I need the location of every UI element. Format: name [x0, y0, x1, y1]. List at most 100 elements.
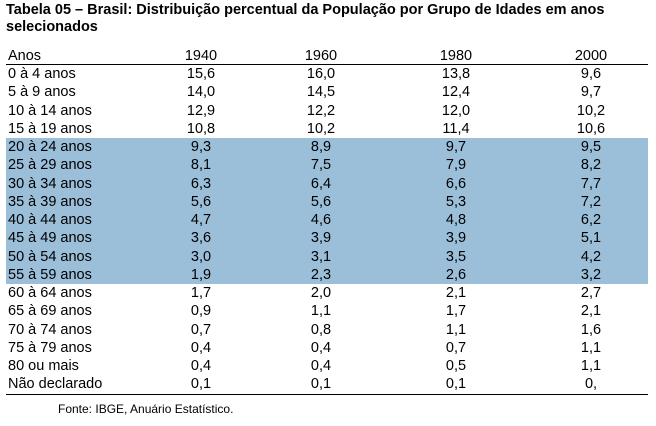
percent-cell: 4,8	[445, 212, 467, 228]
percent-cell: 0,7	[445, 339, 467, 356]
age-group-cell: 60 à 64 anos	[8, 285, 92, 301]
percent-cell: 14,5	[306, 84, 336, 101]
table-body: 0 à 4 anos 15,6 16,0 13,8 9,6 5 à 9 anos 14,0 1…	[6, 65, 648, 394]
percent-cell: 8,1	[190, 157, 212, 174]
table-row: 10 à 14 anos 12,9 12,2 12,0 10,2	[6, 102, 648, 120]
header-2000: 2000	[574, 48, 608, 64]
header-1980: 1980	[439, 48, 473, 64]
table-title: Tabela 05 – Brasil: Distribuição percent…	[6, 2, 605, 35]
percent-cell: 2,6	[445, 266, 467, 283]
percent-cell: 1,7	[190, 285, 212, 301]
percent-cell: 0,	[584, 376, 598, 393]
age-group-cell: 65 à 69 anos	[8, 303, 92, 320]
source-note: Fonte: IBGE, Anuário Estatístico.	[58, 402, 234, 416]
percent-cell: 4,6	[310, 212, 332, 228]
header-1940: 1940	[184, 48, 218, 64]
age-group-cell: Não declarado	[8, 376, 103, 393]
percent-cell: 8,2	[580, 157, 602, 174]
table-row: 20 à 24 anos 9,3 8,9 9,7 9,5	[6, 138, 648, 157]
percent-cell: 8,9	[310, 139, 332, 155]
percent-cell: 16,0	[306, 66, 336, 82]
percent-cell: 12,4	[441, 84, 471, 101]
percent-cell: 10,2	[306, 120, 336, 137]
percent-cell: 9,7	[445, 139, 467, 155]
age-group-cell: 30 à 34 anos	[8, 175, 92, 192]
percent-cell: 12,9	[186, 102, 216, 119]
table-bottom-divider	[6, 393, 648, 395]
percent-cell: 2,7	[580, 285, 602, 301]
header-anos: Anos	[8, 48, 42, 64]
percent-cell: 0,4	[190, 358, 212, 374]
percent-cell: 3,9	[310, 230, 332, 247]
table-row: 70 à 74 anos 0,7 0,8 1,1 1,6	[6, 321, 648, 339]
percent-cell: 0,1	[310, 376, 332, 393]
age-group-cell: 45 à 49 anos	[8, 230, 92, 247]
percent-cell: 14,0	[186, 84, 216, 101]
table-row: Não declarado 0,1 0,1 0,1 0,	[6, 375, 648, 393]
percent-cell: 12,0	[441, 102, 471, 119]
percent-cell: 9,5	[580, 139, 602, 155]
population-table: Anos 1940 1960 1980 2000 0 à 4 anos 15,6 1…	[6, 47, 648, 395]
percent-cell: 1,1	[580, 339, 602, 356]
percent-cell: 0,1	[190, 376, 212, 393]
percent-cell: 7,2	[580, 193, 602, 210]
percent-cell: 3,6	[190, 230, 212, 247]
table-row: 30 à 34 anos 6,3 6,4 6,6 7,7	[6, 174, 648, 193]
header-1960: 1960	[304, 48, 338, 64]
percent-cell: 6,6	[445, 175, 467, 192]
table-row: 45 à 49 anos 3,6 3,9 3,9 5,1	[6, 229, 648, 248]
percent-cell: 0,1	[445, 376, 467, 393]
age-group-cell: 40 à 44 anos	[8, 212, 92, 228]
percent-cell: 12,2	[306, 102, 336, 119]
percent-cell: 2,0	[310, 285, 332, 301]
age-group-cell: 50 à 54 anos	[8, 248, 92, 265]
table-row: 40 à 44 anos 4,7 4,6 4,8 6,2	[6, 211, 648, 230]
table-row: 75 à 79 anos 0,4 0,4 0,7 1,1	[6, 339, 648, 357]
percent-cell: 1,6	[580, 321, 602, 338]
percent-cell: 1,7	[445, 303, 467, 320]
percent-cell: 0,9	[190, 303, 212, 320]
percent-cell: 1,9	[190, 266, 212, 283]
header-divider	[6, 64, 648, 65]
percent-cell: 13,8	[441, 66, 471, 82]
percent-cell: 7,9	[445, 157, 467, 174]
table-row: 60 à 64 anos 1,7 2,0 2,1 2,7	[6, 284, 648, 302]
table-row: 5 à 9 anos 14,0 14,5 12,4 9,7	[6, 83, 648, 101]
percent-cell: 15,6	[186, 66, 216, 82]
percent-cell: 10,6	[576, 120, 606, 137]
table-row: 50 à 54 anos 3,0 3,1 3,5 4,2	[6, 247, 648, 266]
age-group-cell: 10 à 14 anos	[8, 102, 92, 119]
percent-cell: 5,6	[310, 193, 332, 210]
table-row: 65 à 69 anos 0,9 1,1 1,7 2,1	[6, 302, 648, 320]
percent-cell: 5,6	[190, 193, 212, 210]
percent-cell: 0,4	[310, 358, 332, 374]
percent-cell: 9,7	[580, 84, 602, 101]
percent-cell: 0,5	[445, 358, 467, 374]
percent-cell: 5,3	[445, 193, 467, 210]
percent-cell: 1,1	[580, 358, 602, 374]
percent-cell: 6,2	[580, 212, 602, 228]
table-row: 55 à 59 anos 1,9 2,3 2,6 3,2	[6, 265, 648, 284]
percent-cell: 1,1	[445, 321, 467, 338]
percent-cell: 0,8	[310, 321, 332, 338]
table-header: Anos 1940 1960 1980 2000	[6, 47, 648, 65]
age-group-cell: 20 à 24 anos	[8, 139, 92, 155]
age-group-cell: 55 à 59 anos	[8, 266, 92, 283]
percent-cell: 5,1	[580, 230, 602, 247]
percent-cell: 1,1	[310, 303, 332, 320]
age-group-cell: 75 à 79 anos	[8, 339, 92, 356]
percent-cell: 0,4	[310, 339, 332, 356]
percent-cell: 7,5	[310, 157, 332, 174]
percent-cell: 3,5	[445, 248, 467, 265]
percent-cell: 2,3	[310, 266, 332, 283]
age-group-cell: 25 à 29 anos	[8, 157, 92, 174]
percent-cell: 9,3	[190, 139, 212, 155]
percent-cell: 9,6	[580, 66, 602, 82]
table-row: 25 à 29 anos 8,1 7,5 7,9 8,2	[6, 156, 648, 175]
percent-cell: 6,4	[310, 175, 332, 192]
age-group-cell: 0 à 4 anos	[8, 66, 76, 82]
age-group-cell: 35 à 39 anos	[8, 193, 92, 210]
percent-cell: 7,7	[580, 175, 602, 192]
table-row: 80 ou mais 0,4 0,4 0,5 1,1	[6, 357, 648, 375]
age-group-cell: 80 ou mais	[8, 358, 79, 374]
